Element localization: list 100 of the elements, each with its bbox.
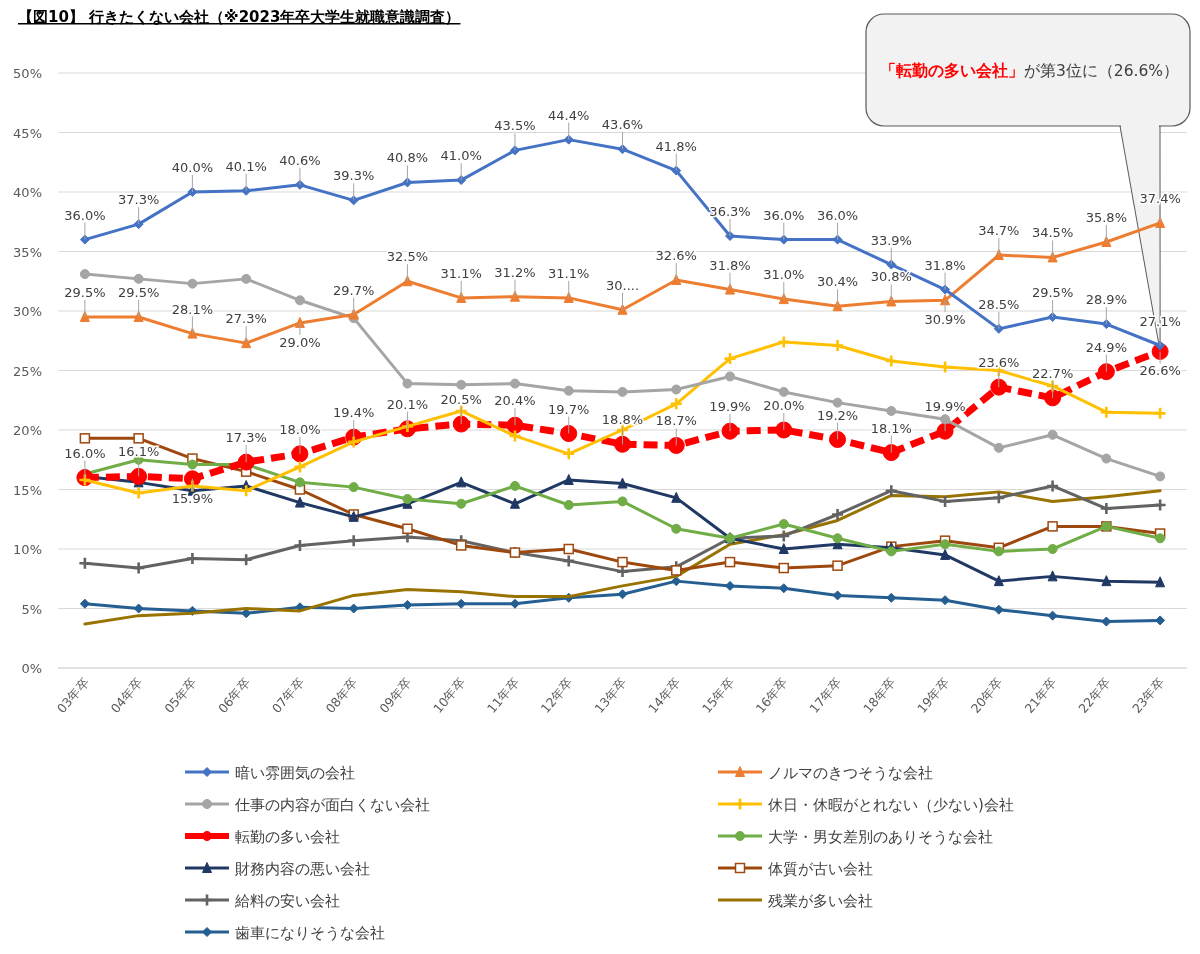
data-label: 17.3% <box>225 430 267 446</box>
x-tick-label: 07年卒 <box>268 674 308 717</box>
x-tick-label: 21年卒 <box>1021 674 1060 717</box>
data-label: 19.2% <box>816 407 859 423</box>
data-label: 29.0% <box>279 334 321 350</box>
data-label: 31.1% <box>440 265 482 281</box>
x-tick-label: 13年卒 <box>591 674 630 717</box>
x-tick-label: 09年卒 <box>376 674 415 717</box>
y-tick-label: 25% <box>13 363 42 379</box>
x-tick-label: 19年卒 <box>913 674 953 717</box>
data-label: 18.1% <box>870 420 912 436</box>
data-label: 22.7% <box>1031 365 1074 381</box>
data-label: 29.5% <box>117 284 160 300</box>
legend-label: 大学・男女差別のありそうな会社 <box>768 828 993 846</box>
annotation: 「転勤の多い会社」が第3位に（26.6%） <box>880 62 1180 80</box>
data-label: 18.0% <box>279 421 321 437</box>
data-label: 18.8% <box>601 412 644 428</box>
data-label: 20.4% <box>494 393 536 409</box>
legend-label: 転勤の多い会社 <box>235 828 340 846</box>
data-label: 41.0% <box>440 148 482 164</box>
data-label: 19.4% <box>333 405 375 421</box>
data-label: 20.5% <box>440 392 482 408</box>
chart-title: 【図10】 行きたくない会社（※2023年卒大学生就職意識調査） <box>18 8 461 26</box>
data-label: 27.1% <box>1139 313 1181 329</box>
x-tick-label: 03年卒 <box>53 674 93 717</box>
data-label: 43.6% <box>601 117 644 133</box>
y-tick-label: 10% <box>13 542 42 557</box>
data-label: 24.9% <box>1085 339 1128 355</box>
data-label: 36.3% <box>709 204 751 220</box>
data-label: 36.0% <box>816 207 859 223</box>
data-label: 19.9% <box>924 399 966 415</box>
data-label: 30.... <box>605 277 640 293</box>
data-label: 34.7% <box>978 223 1020 239</box>
y-tick-label: 15% <box>13 482 42 498</box>
data-label: 28.9% <box>1085 292 1128 308</box>
data-label: 19.7% <box>548 401 590 417</box>
data-label: 31.8% <box>924 257 966 273</box>
data-label: 23.6% <box>978 355 1020 371</box>
data-label: 19.9% <box>709 399 751 415</box>
data-label: 40.8% <box>386 150 429 166</box>
data-label: 36.0% <box>763 207 805 223</box>
data-label: 26.6% <box>1139 363 1181 379</box>
data-label: 30.8% <box>870 269 912 285</box>
data-label: 40.0% <box>171 160 214 175</box>
legend-label: 歯車になりそうな会社 <box>235 924 385 942</box>
x-tick-label: 20年卒 <box>967 674 1007 717</box>
data-label: 36.0% <box>64 207 106 223</box>
x-tick-label: 18年卒 <box>860 674 899 717</box>
data-label: 33.9% <box>870 232 912 248</box>
legend-label: 財務内容の悪い会社 <box>235 860 370 878</box>
data-label: 29.5% <box>64 284 106 300</box>
data-label: 18.7% <box>655 413 697 429</box>
data-label: 30.4% <box>816 274 859 290</box>
data-label: 41.8% <box>655 138 697 154</box>
data-label: 29.5% <box>1031 284 1074 300</box>
legend-label: 休日・休暇がとれない（少ない)会社 <box>768 796 1014 814</box>
data-label: 37.4% <box>1139 190 1181 206</box>
legend-label: ノルマのきつそうな会社 <box>768 764 933 782</box>
callout: 「転勤の多い会社」が第3位に（26.6%） <box>865 13 1191 129</box>
data-label: 31.0% <box>763 267 805 283</box>
data-label: 28.5% <box>978 296 1020 312</box>
y-tick-label: 45% <box>13 125 42 141</box>
data-label: 27.3% <box>225 311 267 327</box>
x-tick-label: 05年卒 <box>161 674 200 717</box>
data-label: 16.1% <box>117 444 160 460</box>
data-label: 30.9% <box>924 312 966 328</box>
y-tick-label: 35% <box>13 244 42 260</box>
legend-label: 残業が多い会社 <box>768 892 873 910</box>
data-label: 31.2% <box>494 264 536 280</box>
data-label: 34.5% <box>1031 225 1074 241</box>
data-label: 29.7% <box>333 282 375 298</box>
x-tick-label: 12年卒 <box>537 674 577 717</box>
legend-label: 体質が古い会社 <box>768 860 873 878</box>
data-label: 37.3% <box>117 192 160 208</box>
data-label: 20.0% <box>763 398 805 413</box>
y-tick-label: 30% <box>13 304 42 319</box>
data-label: 32.6% <box>655 248 697 264</box>
y-tick-label: 50% <box>13 66 42 81</box>
data-label: 31.1% <box>548 265 590 281</box>
data-label: 28.1% <box>171 301 214 317</box>
x-tick-label: 16年卒 <box>752 674 792 717</box>
data-label: 40.6% <box>279 152 321 168</box>
data-label: 40.1% <box>225 158 267 174</box>
y-tick-label: 20% <box>13 423 42 438</box>
legend-label: 暗い雰囲気の会社 <box>235 764 355 782</box>
data-label: 39.3% <box>333 168 375 184</box>
x-tick-label: 14年卒 <box>645 674 684 717</box>
data-label: 16.0% <box>64 445 106 461</box>
legend-label: 仕事の内容が面白くない会社 <box>234 796 430 814</box>
legend-label: 給料の安い会社 <box>234 892 340 910</box>
data-label: 32.5% <box>386 249 429 265</box>
data-label: 20.1% <box>386 396 429 412</box>
data-label: 15.9% <box>171 490 214 506</box>
y-tick-label: 5% <box>21 601 42 617</box>
x-tick-label: 11年卒 <box>483 674 523 717</box>
x-tick-label: 06年卒 <box>215 674 254 717</box>
x-tick-label: 17年卒 <box>806 674 845 717</box>
x-tick-label: 04年卒 <box>107 674 146 717</box>
data-label: 43.5% <box>494 118 536 134</box>
y-tick-label: 40% <box>13 185 42 200</box>
